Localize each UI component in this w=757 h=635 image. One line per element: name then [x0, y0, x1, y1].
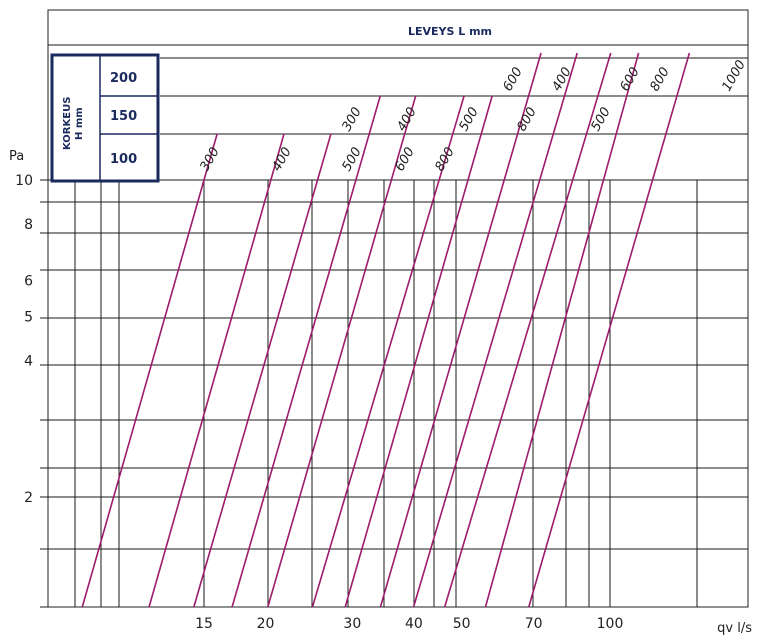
series-line-1	[148, 133, 285, 608]
series-label-200-800: 800	[647, 65, 672, 94]
legend-title-line1: KORKEUS	[62, 97, 73, 150]
x-tick-label: 70	[525, 616, 543, 632]
series-label-200-1000: 1000	[719, 58, 749, 94]
x-tick-label: 15	[195, 616, 213, 632]
legend-row-150: 150	[110, 109, 137, 124]
series-line-6	[344, 95, 493, 608]
series-line-10	[484, 52, 640, 608]
chart-title: LEVEYS L mm	[408, 25, 492, 38]
series-label-150-300: 300	[339, 105, 364, 134]
series-line-3	[231, 95, 381, 608]
series-line-5	[311, 95, 465, 608]
x-axis-title: qv l/s	[717, 621, 752, 635]
series-label-100-800: 800	[432, 145, 457, 174]
y-tick-label: 2	[24, 490, 33, 506]
series-label-150-400: 400	[394, 105, 419, 134]
series-label-150-600: 600	[500, 65, 525, 94]
legend-row-100: 100	[110, 152, 137, 167]
series-label-200-500: 500	[588, 105, 613, 134]
x-tick-label: 50	[453, 616, 471, 632]
series-label-100-300: 300	[197, 145, 222, 174]
series-line-9	[443, 52, 612, 608]
plot-frame	[47, 9, 749, 608]
series-line-11	[527, 52, 691, 608]
y-tick-label: 4	[24, 353, 33, 369]
legend-row-200: 200	[110, 71, 137, 86]
series-line-2	[193, 133, 332, 608]
legend-box	[50, 53, 160, 183]
x-tick-label: 40	[405, 616, 423, 632]
legend-title-line2: H mm	[74, 107, 85, 140]
x-tick-label: 100	[597, 616, 624, 632]
x-tick-label: 20	[257, 616, 275, 632]
y-tick-label: 8	[24, 217, 33, 233]
series-line-7	[379, 52, 542, 608]
y-tick-label: 10	[15, 173, 33, 189]
series-label-150-800: 800	[514, 105, 539, 134]
y-tick-label: 5	[24, 310, 33, 326]
series-label-200-600: 600	[617, 65, 642, 94]
series-line-8	[412, 52, 578, 608]
y-tick-label: 6	[24, 274, 33, 290]
series-label-100-400: 400	[269, 145, 294, 174]
y-axis-title: Pa	[9, 149, 24, 164]
series-line-4	[267, 95, 417, 608]
series-line-0	[81, 133, 218, 608]
x-tick-label: 30	[343, 616, 361, 632]
series-label-200-400: 400	[549, 65, 574, 94]
series-label-100-600: 600	[392, 145, 417, 174]
